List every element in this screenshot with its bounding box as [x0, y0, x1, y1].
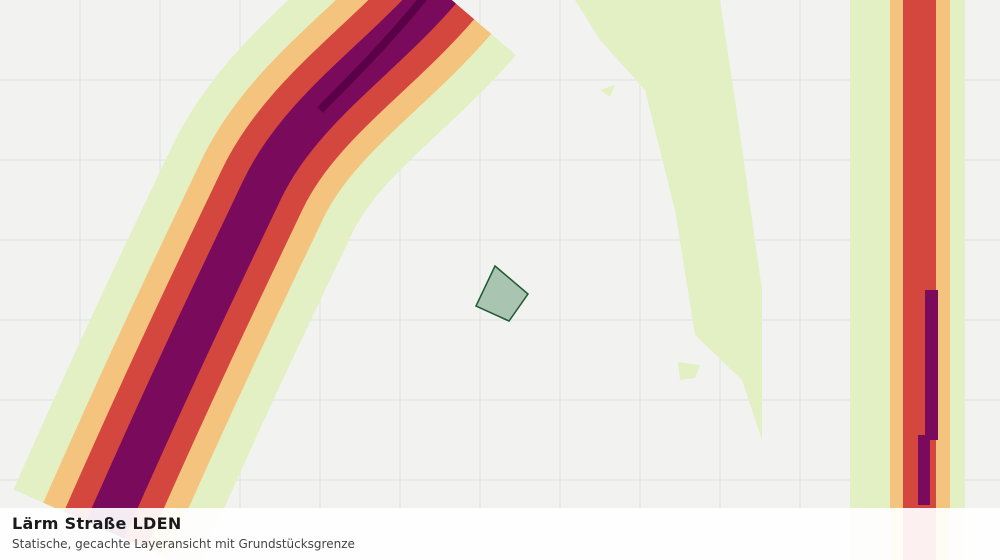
road-noise-left — [13, 0, 516, 560]
noise-zone-low — [600, 85, 615, 97]
parcel-boundary — [474, 264, 530, 322]
map-title: Lärm Straße LDEN — [12, 514, 182, 533]
map-subtitle: Statische, gecachte Layeransicht mit Gru… — [12, 537, 355, 551]
caption-panel: Lärm Straße LDEN Statische, gecachte Lay… — [0, 508, 1000, 560]
noise-zone-low — [678, 362, 700, 380]
road-noise-right — [850, 0, 965, 560]
noise-zone-low — [575, 0, 762, 440]
